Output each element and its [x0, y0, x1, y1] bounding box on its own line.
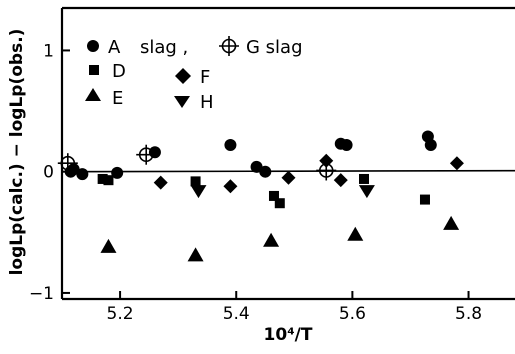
- data-point-h: [358, 185, 375, 199]
- data-point-f: [333, 173, 348, 188]
- legend-marker-g: [219, 36, 239, 56]
- legend-label-h: H: [200, 92, 214, 113]
- x-tick-label: 5.8: [455, 304, 482, 324]
- data-point-f: [281, 170, 296, 185]
- data-point-a-slag: [340, 139, 353, 152]
- data-point-a-slag: [111, 166, 124, 179]
- y-ticks: 1 0 −1: [29, 41, 70, 304]
- y-tick-label: 0: [43, 163, 54, 183]
- data-point-d: [103, 175, 114, 186]
- data-point-g-slag: [136, 144, 157, 165]
- legend-label-a-slag: slag ,: [140, 37, 188, 58]
- y-tick-label: 1: [43, 41, 54, 61]
- data-point-e: [263, 232, 280, 247]
- data-point-d: [274, 198, 285, 209]
- data-point-f: [153, 175, 168, 190]
- data-point-f: [223, 179, 238, 194]
- data-point-d: [97, 173, 108, 184]
- data-point-d: [419, 194, 430, 205]
- data-point-d: [359, 173, 369, 184]
- data-point-a-slag: [67, 163, 80, 176]
- data-point-a-slag: [148, 146, 161, 159]
- data-point-a-slag: [76, 168, 89, 181]
- axes-frame: [60, 6, 515, 301]
- legend-marker-a: [87, 40, 99, 52]
- x-tick-label: 5.4: [223, 304, 250, 324]
- x-tick-label: 5.6: [339, 304, 366, 324]
- data-point-e: [347, 226, 364, 241]
- data-points: [57, 130, 464, 262]
- data-point-a-slag: [259, 165, 272, 178]
- legend-label-f: F: [200, 67, 210, 88]
- data-point-f: [449, 156, 464, 171]
- x-ticks: 5.2 5.4 5.6 5.8: [107, 291, 482, 324]
- legend: A slag , G slag D F E H: [85, 36, 303, 113]
- x-tick-label: 5.2: [107, 304, 134, 324]
- data-point-e: [443, 215, 460, 230]
- legend-label-d: D: [112, 61, 126, 82]
- y-tick-label: −1: [29, 284, 54, 304]
- data-point-d: [268, 190, 279, 201]
- data-point-g-slag: [316, 160, 337, 181]
- data-point-e: [100, 238, 117, 253]
- legend-marker-h: [174, 96, 190, 108]
- x-axis-label: 10⁴/T: [264, 325, 313, 345]
- legend-label-e: E: [112, 88, 123, 109]
- data-point-h: [190, 185, 207, 199]
- legend-marker-e: [85, 88, 101, 101]
- data-point-g-slag: [57, 153, 78, 174]
- data-point-a-slag: [424, 139, 437, 152]
- data-point-d: [190, 176, 201, 187]
- legend-marker-d: [89, 65, 99, 75]
- data-point-a-slag: [250, 160, 263, 173]
- data-point-e: [187, 247, 204, 262]
- legend-marker-f: [175, 68, 191, 84]
- y-axis-label: logLp(calc.) − logLp(obs.): [7, 29, 27, 276]
- legend-label-g-slag: G slag: [246, 37, 303, 58]
- legend-prefix-a: A: [108, 37, 121, 58]
- data-point-a-slag: [224, 139, 237, 152]
